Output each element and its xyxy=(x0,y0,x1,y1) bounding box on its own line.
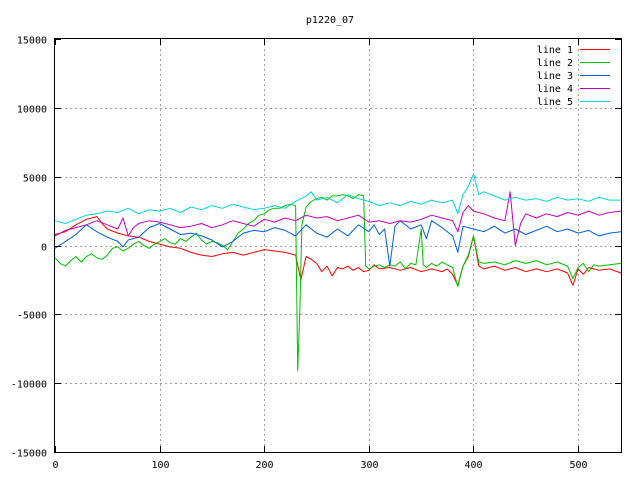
y-axis: -15000 -10000 -5000 0 5000 10000 15000 xyxy=(11,36,621,460)
legend-label-3: line 3 xyxy=(537,71,573,82)
series-layer xyxy=(54,173,622,372)
legend-label-5: line 5 xyxy=(537,97,573,108)
plot-frame xyxy=(54,38,622,453)
x-axis: 0 100 200 300 400 500 xyxy=(52,39,588,471)
legend-label-2: line 2 xyxy=(537,58,573,69)
y-tick-label: 0 xyxy=(41,243,47,254)
x-tick-label: 300 xyxy=(360,460,378,471)
series-line-3 xyxy=(54,220,622,267)
x-tick-label: 200 xyxy=(255,460,273,471)
series-line-2 xyxy=(54,194,622,372)
x-tick-label: 100 xyxy=(151,460,169,471)
x-tick-label: 0 xyxy=(52,460,58,471)
y-tick-label: -5000 xyxy=(17,311,47,322)
legend: line 1 line 2 line 3 line 4 line 5 xyxy=(537,45,610,108)
series-line-1 xyxy=(54,216,622,286)
y-tick-label: 15000 xyxy=(17,36,47,47)
series-line-5 xyxy=(54,173,621,224)
x-tick-label: 400 xyxy=(464,460,482,471)
legend-label-1: line 1 xyxy=(537,45,573,56)
grid xyxy=(55,39,621,452)
y-tick-label: 5000 xyxy=(23,174,47,185)
series-line-4 xyxy=(54,191,622,246)
legend-label-4: line 4 xyxy=(537,84,573,95)
y-tick-label: 10000 xyxy=(17,105,47,116)
y-tick-label: -15000 xyxy=(11,449,47,460)
x-tick-label: 500 xyxy=(569,460,587,471)
y-tick-label: -10000 xyxy=(11,380,47,391)
chart-title: p1220_07 xyxy=(306,15,354,26)
